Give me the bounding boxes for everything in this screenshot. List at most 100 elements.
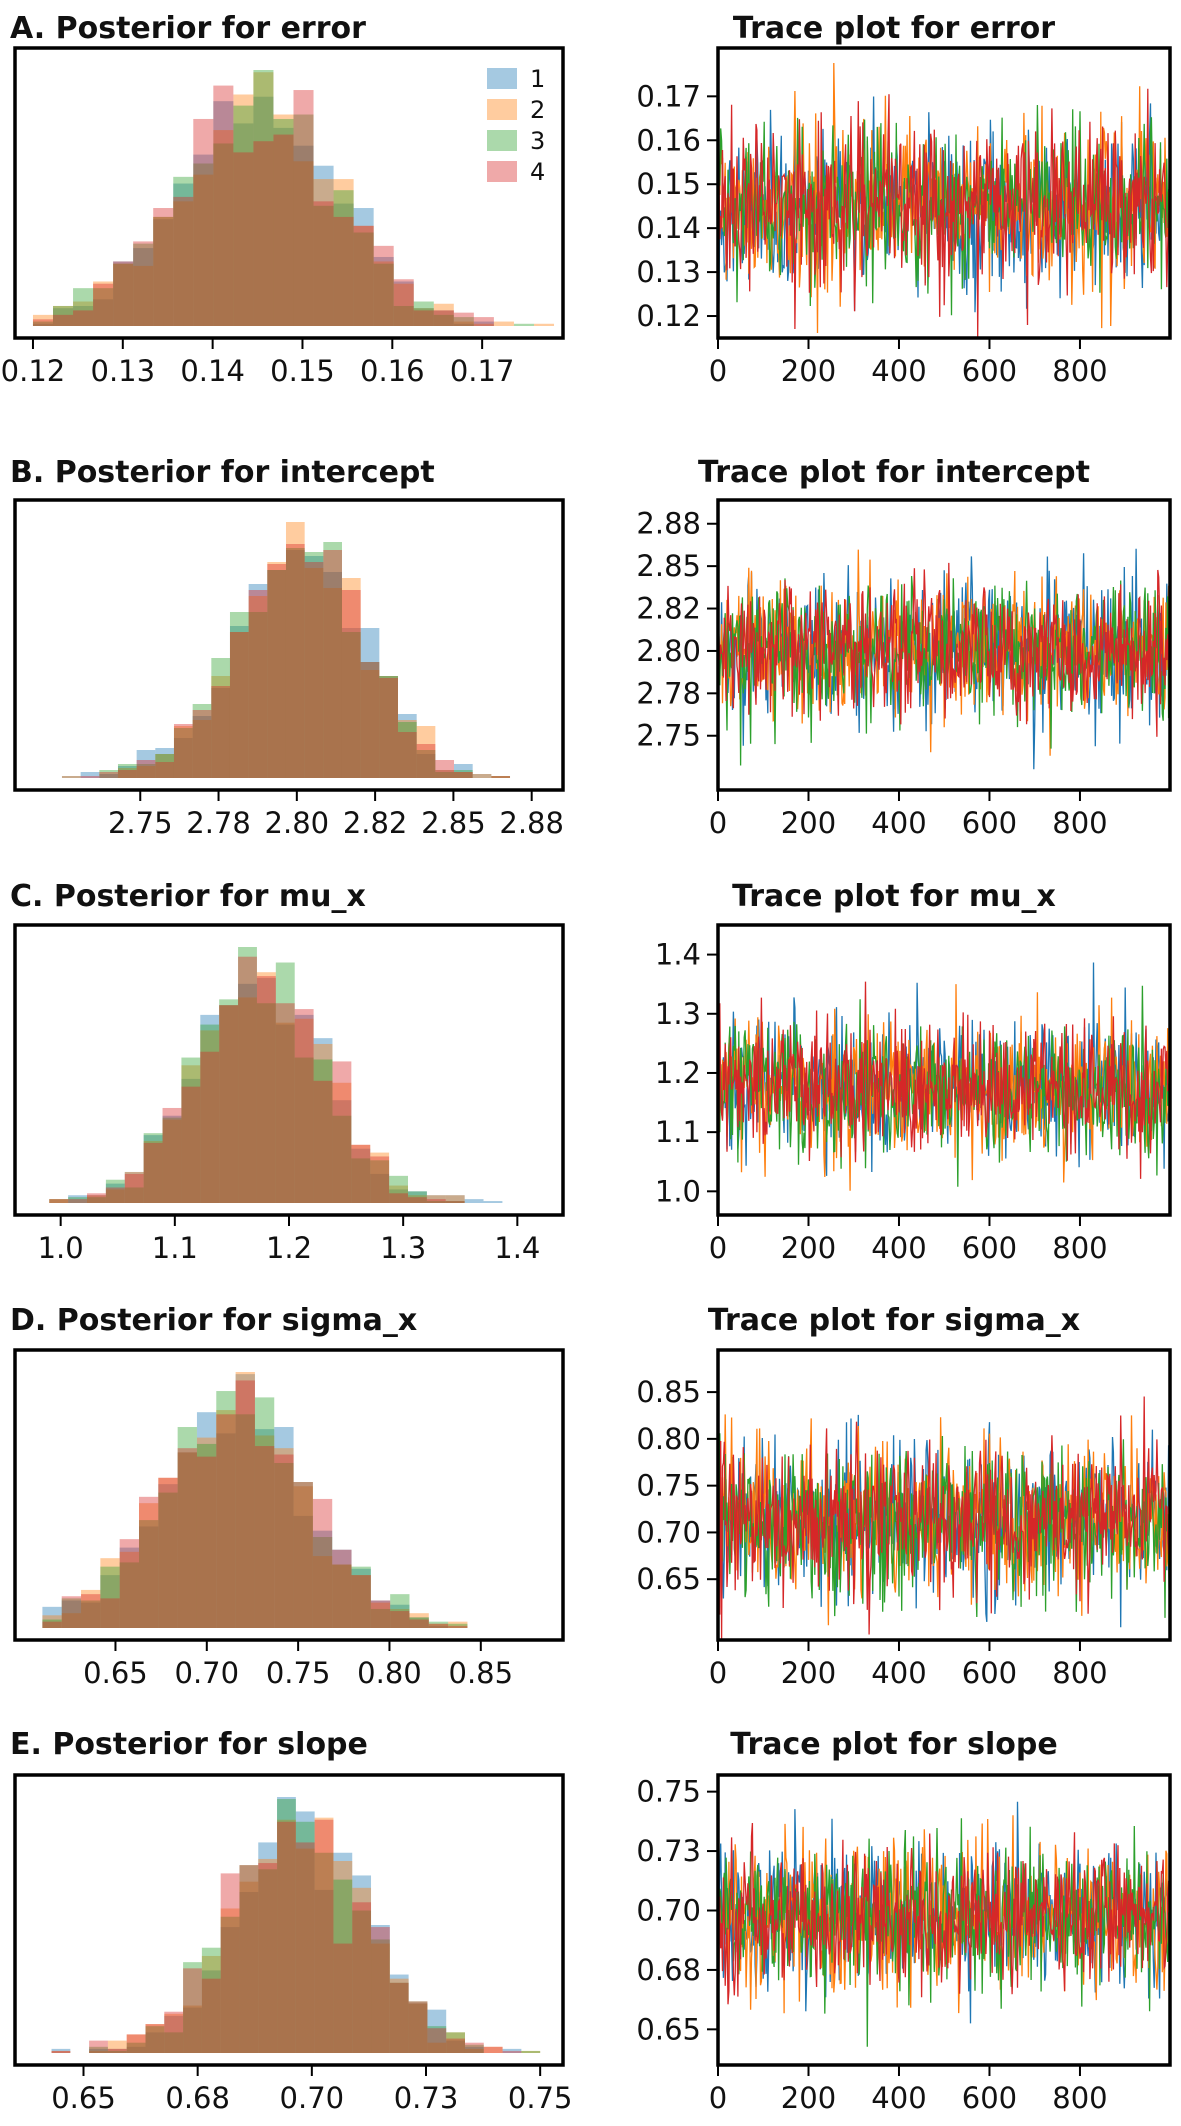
histogram-bar [533, 323, 555, 326]
histogram-bar [51, 2050, 71, 2053]
histogram-bar [229, 612, 249, 778]
x-tick-label: 400 [871, 354, 926, 388]
x-tick-label: 0.73 [394, 2081, 459, 2115]
histogram-bar [139, 1520, 159, 1628]
histogram-bar [117, 764, 137, 778]
histogram-bar [351, 1568, 371, 1628]
histogram-bar [145, 2026, 165, 2053]
x-tick-label: 800 [1052, 2081, 1107, 2115]
histogram-bar [277, 1799, 296, 2053]
histogram-bar [314, 1852, 334, 2053]
y-tick-label: 2.88 [636, 507, 701, 541]
x-tick-label: 800 [1052, 806, 1107, 840]
histogram-bar [42, 1615, 62, 1628]
histogram-bar [100, 1575, 120, 1628]
histogram-bar [274, 1427, 294, 1628]
histogram-chain-4 [49, 956, 465, 1203]
histogram-bar [201, 1955, 221, 2053]
histogram-bar [285, 522, 305, 778]
histogram-bar [389, 1175, 408, 1203]
histogram-bar [73, 310, 94, 326]
histogram-bar [389, 1189, 408, 1203]
histogram-bar [136, 764, 156, 778]
histogram-bar [370, 1152, 390, 1203]
histogram-bar [177, 1448, 197, 1628]
histogram-bar [390, 1608, 410, 1628]
histogram-bar [124, 1171, 144, 1203]
x-tick-label: 0.85 [449, 1656, 514, 1690]
histogram-bar [323, 542, 342, 778]
histogram-bar [229, 626, 249, 778]
posterior-panel-slope: E. Posterior for slope 0.65 0.68 0.70 0.73 0.… [10, 1727, 572, 2115]
histogram-bar [113, 261, 134, 326]
histogram-bar [153, 216, 174, 326]
histogram-bar [158, 1477, 178, 1628]
x-tick-label: 1.0 [38, 1231, 84, 1265]
histogram-bar [181, 1086, 201, 1203]
histogram-bar [267, 562, 286, 778]
histogram-bar [173, 738, 193, 778]
histogram-bar [136, 750, 156, 778]
panel-title: B. Posterior for intercept [10, 455, 435, 490]
histogram-bar [521, 2050, 541, 2053]
histogram-bar [332, 1549, 352, 1628]
histogram-bar [393, 279, 414, 326]
x-tick-label: 400 [871, 1231, 926, 1265]
histogram-bar [51, 2048, 71, 2053]
histogram-chain-2 [51, 1817, 541, 2053]
histogram-bar [373, 263, 394, 326]
histogram-bar [275, 1003, 295, 1203]
histogram-bar [253, 72, 274, 326]
x-tick-label: 600 [962, 1231, 1017, 1265]
y-tick-label: 1.2 [655, 1056, 701, 1090]
histogram-bar [502, 2050, 522, 2053]
histogram-bar [164, 2032, 184, 2053]
histogram-bar [201, 1947, 221, 2053]
histogram-bar [80, 772, 100, 778]
histogram-bar [113, 261, 134, 326]
histogram-bar [393, 305, 414, 326]
histogram-bar [119, 1539, 139, 1628]
histogram-chain-1 [61, 550, 492, 778]
histogram-bar [162, 1115, 182, 1203]
histogram-chain-3 [99, 542, 511, 778]
histogram-bar [49, 1199, 69, 1203]
histogram-bar [323, 588, 342, 778]
histogram-bar [216, 1414, 236, 1628]
histogram-bar [192, 710, 212, 778]
histogram-bar [173, 201, 194, 326]
histogram-bar [277, 1819, 296, 2053]
histogram-bar [93, 283, 114, 326]
histogram-chain-3 [49, 947, 465, 1203]
panel-title: C. Posterior for mu_x [10, 879, 366, 914]
x-tick-label: 0.70 [280, 2081, 345, 2115]
x-tick-label: 2.80 [265, 806, 330, 840]
histogram-bar [493, 321, 514, 326]
trace-panel-error: Trace plot for error 0.17 0.16 0.15 0.14 0.13… [636, 11, 1172, 388]
posterior-panel-error: A. Posterior for error 0.12 0.13 0.14 0.15 0.… [1, 11, 565, 388]
trace-panel-intercept: Trace plot for intercept 2.88 2.85 2.82 2.80… [636, 455, 1172, 840]
histogram-bar [49, 1199, 69, 1203]
x-tick-label: 200 [781, 354, 836, 388]
x-tick-label: 0.13 [91, 354, 156, 388]
histogram-chain-1 [42, 1374, 449, 1628]
y-tick-label: 1.0 [655, 1174, 701, 1208]
histogram-chain-1 [51, 1797, 522, 2053]
histogram-bar [393, 281, 414, 326]
histogram-bar [81, 1602, 101, 1628]
histogram-bar [105, 1187, 125, 1203]
histogram-bar [254, 1435, 275, 1628]
histogram-bar [61, 1613, 82, 1628]
histogram-bar [200, 1051, 220, 1203]
histogram-bar [333, 203, 354, 326]
x-tick-label: 200 [781, 806, 836, 840]
histogram-bar [313, 205, 334, 326]
legend-swatch-1 [487, 68, 517, 89]
histogram-bar [353, 232, 374, 326]
histogram-bar [258, 1869, 278, 2053]
histogram-bar [238, 997, 257, 1203]
histogram-bar [435, 770, 454, 778]
x-tick-label: 0.17 [450, 354, 515, 388]
histogram-bar [389, 1185, 408, 1203]
